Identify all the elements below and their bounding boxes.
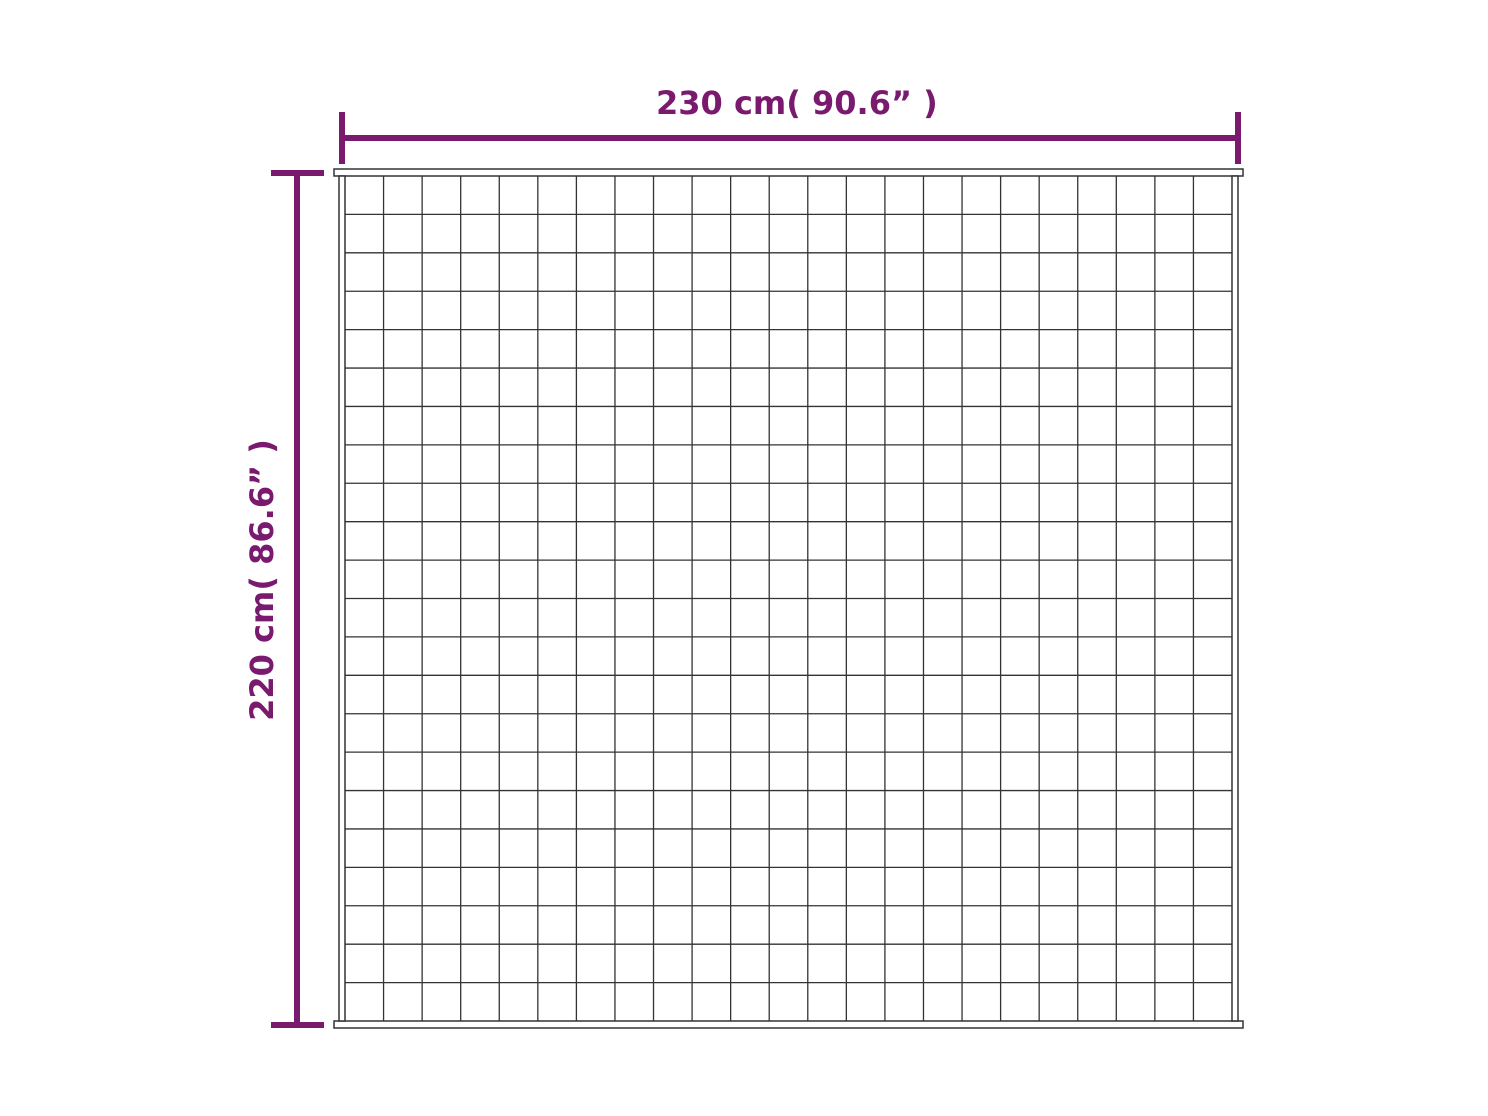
height-dimension-label: 220 cm( 86.6” ) bbox=[243, 439, 281, 721]
width-dimension-label: 230 cm( 90.6” ) bbox=[656, 84, 938, 122]
blanket-right-edge bbox=[1231, 175, 1239, 1022]
dimension-lines bbox=[271, 112, 1241, 1028]
blanket-bottom-edge bbox=[333, 1020, 1244, 1029]
blanket-left-edge bbox=[338, 175, 346, 1022]
blanket-top-edge bbox=[333, 168, 1244, 177]
blanket-outline bbox=[333, 168, 1244, 1029]
